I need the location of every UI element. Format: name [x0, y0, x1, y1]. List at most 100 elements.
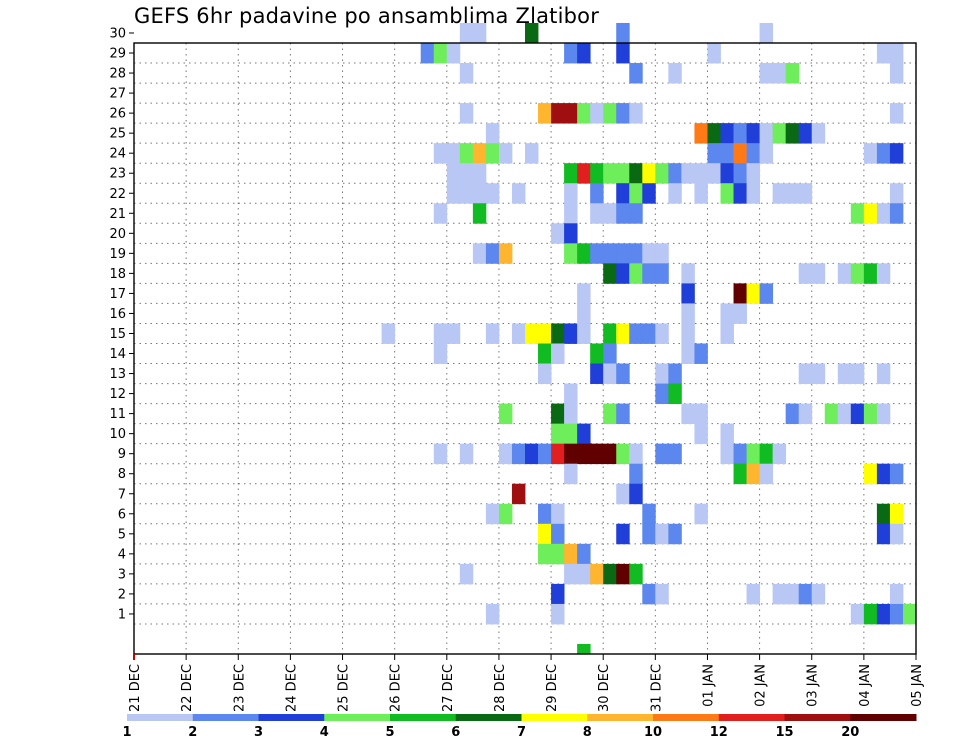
y-tick-label: 2	[118, 587, 126, 602]
x-tick-label: 04 JAN	[858, 664, 873, 707]
heatmap-cell	[720, 323, 734, 344]
heatmap-cell	[746, 163, 760, 184]
heatmap-cell	[889, 463, 904, 485]
heatmap-cell	[772, 183, 787, 204]
colorbar-label: 3	[254, 725, 263, 740]
heatmap-cell	[811, 263, 826, 284]
heatmap-cell	[577, 423, 591, 445]
heatmap-cell	[655, 443, 669, 465]
heatmap-cell	[733, 443, 747, 465]
heatmap-cell	[681, 283, 695, 304]
heatmap-cell	[642, 523, 656, 545]
heatmap-cell	[746, 583, 760, 605]
heatmap-cell	[707, 43, 721, 64]
x-tick-label: 26 DEC	[389, 664, 404, 712]
heatmap-cell	[629, 103, 643, 124]
heatmap-cell	[850, 263, 865, 284]
heatmap-cell	[603, 443, 617, 465]
heatmap-cell	[629, 163, 643, 184]
heatmap-cell	[655, 363, 669, 384]
heatmap-cell	[759, 123, 774, 144]
heatmap-cell	[538, 343, 552, 364]
heatmap-cell	[876, 403, 891, 425]
colorbar-swatch	[258, 714, 325, 721]
heatmap-cell	[603, 403, 617, 425]
heatmap-cell	[733, 463, 747, 485]
heatmap-cell	[876, 143, 891, 164]
colorbar-label: 1	[122, 725, 131, 740]
heatmap-cell	[876, 463, 891, 485]
heatmap-cell	[485, 123, 500, 144]
heatmap-cell	[433, 203, 448, 224]
heatmap-cell	[694, 403, 708, 425]
heatmap-cell	[564, 383, 578, 404]
heatmap-cell	[772, 123, 787, 144]
heatmap-cell	[485, 503, 500, 525]
heatmap-cell	[720, 423, 734, 445]
heatmap-cell	[759, 63, 774, 84]
x-tick-label: 24 DEC	[284, 664, 299, 712]
heatmap-cell	[772, 63, 787, 84]
heatmap-cell	[459, 443, 474, 465]
heatmap-cell	[863, 463, 878, 485]
heatmap-cell	[603, 163, 617, 184]
heatmap-cell	[498, 503, 513, 525]
x-tick-label: 02 JAN	[754, 664, 769, 707]
heatmap-cell	[889, 43, 904, 64]
y-tick-label: 17	[109, 287, 126, 302]
heatmap-cell	[472, 143, 487, 164]
heatmap-cell	[603, 323, 617, 344]
heatmap-cell	[577, 163, 591, 184]
y-tick-label: 10	[109, 427, 126, 442]
heatmap-cell	[511, 183, 526, 204]
heatmap-cell	[876, 203, 891, 224]
heatmap-cell	[850, 363, 865, 384]
heatmap-cell	[889, 603, 904, 625]
heatmap-cell	[798, 583, 813, 605]
heatmap-cell	[564, 223, 578, 244]
x-tick-label: 22 DEC	[180, 664, 195, 712]
heatmap-cell	[850, 203, 865, 224]
heatmap-cell	[538, 103, 552, 124]
colorbar-label: 20	[841, 725, 859, 740]
heatmap-cell	[642, 583, 656, 605]
heatmap-cell	[577, 543, 591, 565]
heatmap-cell	[433, 443, 448, 465]
heatmap-cell	[551, 523, 565, 545]
y-tick-label: 11	[109, 407, 126, 422]
y-tick-label: 24	[109, 147, 126, 162]
y-tick-label: 18	[109, 267, 126, 282]
heatmap-cell	[720, 163, 734, 184]
heatmap-cell	[577, 243, 591, 264]
heatmap-cell	[590, 163, 604, 184]
heatmap-cell	[616, 163, 630, 184]
heatmap-cell	[642, 263, 656, 284]
heatmap-cell	[746, 143, 760, 164]
heatmap-cell	[603, 103, 617, 124]
heatmap-cell	[577, 443, 591, 465]
heatmap-cell	[902, 603, 917, 625]
heatmap-cell	[733, 283, 747, 304]
heatmap-cell	[772, 443, 787, 465]
heatmap-cell	[551, 543, 565, 565]
heatmap-cell	[616, 403, 630, 425]
heatmap-cell	[694, 503, 708, 525]
x-tick-label: 28 DEC	[493, 664, 508, 712]
colorbar-label: 15	[775, 725, 793, 740]
heatmap-cell	[889, 103, 904, 124]
heatmap-cell	[629, 563, 643, 585]
heatmap-cell	[759, 22, 774, 44]
heatmap-cell	[446, 143, 461, 164]
heatmap-cell	[876, 363, 891, 384]
colorbar-label: 6	[451, 725, 460, 740]
y-tick-label: 27	[109, 87, 126, 102]
x-tick-label: 27 DEC	[441, 664, 456, 712]
heatmap-cell	[564, 443, 578, 465]
heatmap-cell	[577, 103, 591, 124]
heatmap-cell	[785, 183, 800, 204]
heatmap-cell	[759, 443, 774, 465]
heatmap-cell	[798, 123, 813, 144]
heatmap-cell	[629, 263, 643, 284]
heatmap-cell	[785, 403, 800, 425]
